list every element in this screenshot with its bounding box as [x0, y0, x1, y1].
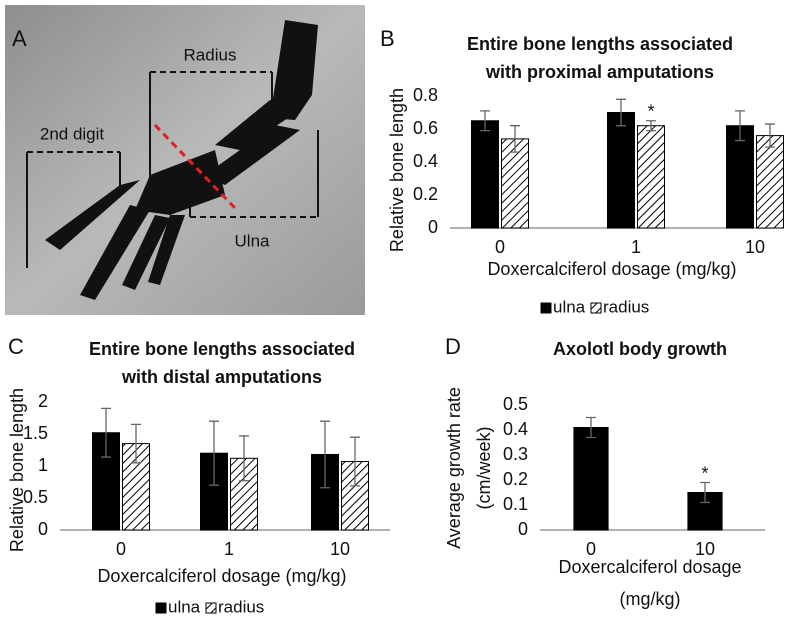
chart-title: with proximal amputations: [485, 62, 714, 82]
bar: [637, 125, 665, 229]
legend-swatch: [155, 602, 167, 614]
y-tick-label: 0.4: [503, 419, 528, 439]
y-axis-label: Relative bone length: [7, 388, 27, 552]
legend-label: ulna: [168, 597, 201, 616]
y-tick-label: 0.1: [503, 494, 528, 514]
y-axis-label: Relative bone length: [387, 88, 407, 252]
annotation: *: [647, 102, 654, 122]
amputation-line: [153, 123, 237, 210]
y-tick-label: 2: [38, 391, 48, 411]
y-tick-label: 0.4: [413, 151, 438, 171]
y-axis-label: (cm/week): [474, 426, 494, 509]
y-tick-label: 0.6: [413, 118, 438, 138]
chart-title: Entire bone lengths associated: [467, 34, 733, 54]
y-tick-label: 0.2: [413, 184, 438, 204]
bar: [726, 125, 754, 229]
error-bar: [765, 123, 775, 148]
y-tick-label: 0.2: [503, 469, 528, 489]
y-tick-label: 1.5: [23, 423, 48, 443]
error-bar: [586, 416, 596, 439]
error-bar: [735, 110, 745, 142]
panel-label: C: [8, 334, 24, 359]
error-bar: [616, 98, 626, 127]
panel-label: D: [445, 334, 461, 359]
bar: [607, 112, 635, 229]
brackets: [26, 71, 319, 268]
legend-swatch: [590, 302, 602, 314]
photo-panel: A Radius 2nd digit Ulna: [5, 5, 365, 315]
x-axis-label: (mg/kg): [619, 589, 680, 609]
error-bar: [101, 407, 111, 458]
x-tick-label: 1: [631, 237, 641, 257]
x-tick-label: 1: [224, 539, 234, 559]
panel-label: A: [12, 26, 27, 51]
chart-title: Entire bone lengths associated: [89, 339, 355, 359]
chart-title: with distal amputations: [121, 367, 322, 387]
bar: [756, 135, 784, 229]
legend-label: ulna: [553, 297, 586, 316]
bar: [92, 432, 120, 531]
y-tick-label: 0: [38, 519, 48, 539]
photo-annotation: 2nd digit: [40, 124, 105, 143]
y-axis-label: Average growth rate: [444, 387, 464, 549]
y-tick-label: 1: [38, 455, 48, 475]
x-tick-label: 10: [695, 539, 715, 559]
bar: [573, 427, 609, 531]
x-axis-label: Doxercalciferol dosage (mg/kg): [487, 259, 736, 279]
error-bar: [510, 125, 520, 153]
photo-annotation: Radius: [184, 45, 237, 64]
x-axis-label: Doxercalciferol dosage (mg/kg): [97, 566, 346, 586]
x-tick-label: 10: [745, 237, 765, 257]
x-tick-label: 10: [330, 539, 350, 559]
x-tick-label: 0: [116, 539, 126, 559]
photo-annotation: Ulna: [235, 231, 271, 250]
legend-label: radius: [218, 597, 264, 616]
y-tick-label: 0: [518, 519, 528, 539]
error-bar: [239, 435, 249, 482]
y-tick-label: 0.5: [23, 487, 48, 507]
y-tick-label: 0.3: [503, 444, 528, 464]
x-axis-label: Doxercalciferol dosage: [558, 557, 741, 577]
y-tick-label: 0: [428, 217, 438, 237]
limb: [45, 20, 318, 300]
legend-swatch: [540, 302, 552, 314]
bar: [501, 138, 529, 229]
bar: [471, 120, 499, 229]
error-bar: [480, 110, 490, 132]
y-tick-label: 0.8: [413, 85, 438, 105]
annotation: *: [701, 463, 708, 483]
error-bar: [320, 420, 330, 489]
y-tick-label: 0.5: [503, 394, 528, 414]
chart-title: Axolotl body growth: [553, 339, 727, 359]
panel-label: B: [380, 26, 395, 51]
error-bar: [131, 423, 141, 464]
error-bar: [646, 120, 656, 132]
error-bar: [350, 436, 360, 487]
legend-swatch: [205, 602, 217, 614]
legend-label: radius: [603, 297, 649, 316]
x-tick-label: 0: [495, 237, 505, 257]
x-tick-label: 0: [586, 539, 596, 559]
error-bar: [209, 420, 219, 486]
error-bar: [700, 481, 710, 504]
